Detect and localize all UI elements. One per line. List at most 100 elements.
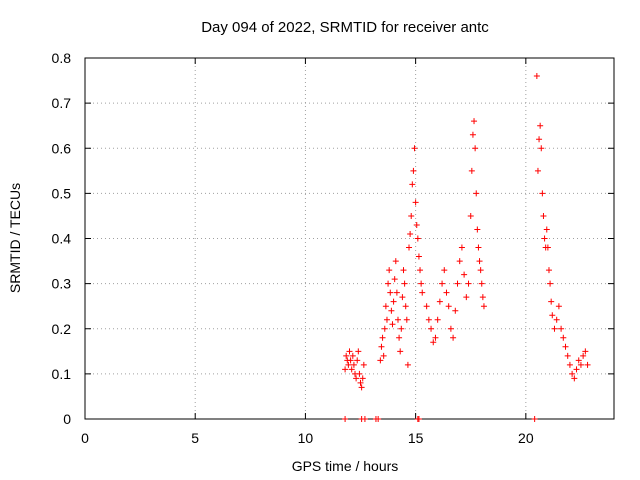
data-point [569,370,576,377]
data-point [390,298,397,305]
data-point [582,348,589,355]
data-point [558,325,565,332]
data-point [375,416,382,422]
data-point [544,244,551,251]
data-point [380,352,387,359]
data-point [414,235,421,242]
data-point [547,280,554,287]
data-point [534,167,541,174]
data-point [391,276,398,283]
data-point [388,307,395,314]
data-point [377,357,384,364]
data-point [397,348,404,355]
data-point [463,294,470,301]
data-point [423,303,430,310]
data-point [348,366,355,373]
data-point [548,298,555,305]
x-tick-label: 20 [518,430,534,446]
data-point [551,325,558,332]
x-tick-label: 15 [408,430,424,446]
data-point [357,379,364,386]
data-point [545,267,552,274]
data-point [386,267,393,274]
data-point [549,312,556,319]
data-point [415,253,422,260]
data-point [475,244,482,251]
data-point [584,361,591,368]
data-point [402,303,409,310]
data-point [456,258,463,265]
data-point [439,280,446,287]
data-point [358,384,365,391]
data-point [413,221,420,228]
data-point [469,131,476,138]
data-point [571,375,578,382]
data-point [419,289,426,296]
data-point [471,118,478,125]
y-tick-label: 0.8 [52,50,72,66]
data-point [346,348,353,355]
data-point [474,226,481,233]
grid [85,58,614,419]
data-point [560,334,567,341]
data-point [478,280,485,287]
data-point [394,316,401,323]
data-point [577,361,584,368]
y-tick-label: 0.4 [52,231,72,247]
data-point [409,181,416,188]
data-point [393,289,400,296]
data-point [479,294,486,301]
data-point [412,199,419,206]
data-point [400,267,407,274]
data-point [389,321,396,328]
data-point [533,73,540,80]
data-point [406,244,413,251]
data-point [401,280,408,287]
data-point [452,307,459,314]
data-point [425,316,432,323]
data-point [342,416,349,422]
data-point [430,339,437,346]
data-point [378,343,385,350]
data-point [536,136,543,143]
data-point [361,416,368,422]
data-point [396,334,403,341]
data-point [383,316,390,323]
y-tick-label: 0 [63,411,71,427]
data-point [403,316,410,323]
chart-title: Day 094 of 2022, SRMTID for receiver ant… [201,19,489,36]
data-point [354,357,361,364]
data-point [411,145,418,152]
data-point [398,325,405,332]
y-axis-label: SRMTID / TECUs [7,183,23,293]
data-point [356,370,363,377]
data-point [539,190,546,197]
data-point [350,361,357,368]
data-point [345,361,352,368]
data-point [473,190,480,197]
data-point [392,258,399,265]
data-point [343,352,350,359]
data-point [360,361,367,368]
x-tick-label: 5 [191,430,199,446]
y-tick-label: 0.6 [52,140,72,156]
data-point [573,366,580,373]
data-point [564,352,571,359]
data-point [540,212,547,219]
data-point [575,357,582,364]
data-point [436,298,443,305]
data-point [355,348,362,355]
data-point [555,303,562,310]
data-point [408,212,415,219]
data-point [415,416,422,422]
data-point [379,334,386,341]
data-point [359,375,366,382]
data-point [447,325,454,332]
data-point [461,271,468,278]
x-tick-label: 10 [298,430,314,446]
data-point [387,289,394,296]
data-point [480,303,487,310]
data-point [450,334,457,341]
data-point [410,167,417,174]
